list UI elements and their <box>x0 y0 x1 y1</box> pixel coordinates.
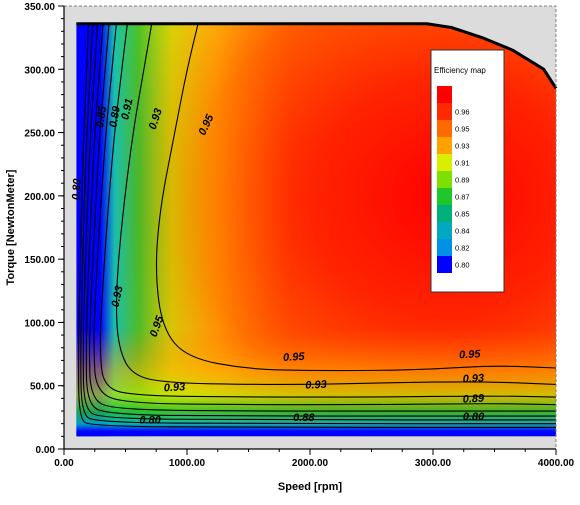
legend-swatch <box>437 154 452 171</box>
legend-label: 0.89 <box>455 176 470 185</box>
contour-label: 0.93 <box>110 285 126 308</box>
x-tick-label: 3000.00 <box>415 458 452 469</box>
contour-label: 0.95 <box>283 351 306 364</box>
legend-swatch <box>437 171 452 188</box>
contour-line-0-84 <box>82 23 556 421</box>
y-tick-label: 0.00 <box>36 445 56 456</box>
legend-swatch <box>437 256 452 273</box>
contour-line-0-85 <box>85 23 556 417</box>
x-axis-title: Speed [rpm] <box>278 481 343 493</box>
x-tick-label: 1000.00 <box>169 458 206 469</box>
efficiency-legend: Efficiency map 0.96 0.95 0.93 0.91 0.89 0.87 0… <box>430 49 505 293</box>
y-tick-label: 350.00 <box>24 2 55 13</box>
contour-line-0-95 <box>155 23 557 372</box>
legend-swatch <box>437 103 452 120</box>
contour-line-0-8 <box>78 23 556 429</box>
legend-label: 0.87 <box>455 193 470 202</box>
legend-label: 0.82 <box>455 244 470 253</box>
x-tick-label: 4000.00 <box>538 458 575 469</box>
y-axis-title: Torque [NewtonMeter] <box>5 169 17 285</box>
max-torque-envelope <box>76 22 558 90</box>
legend-swatch <box>437 239 452 256</box>
legend-swatch <box>437 120 452 137</box>
legend-label: 0.91 <box>455 159 470 168</box>
contour-label: 0.80 <box>139 415 161 427</box>
contour-label: 0.93 <box>164 381 186 394</box>
y-tick-label: 250.00 <box>24 129 55 140</box>
contour-label: 0.80 <box>463 411 485 423</box>
x-tick-label: 2000.00 <box>292 458 329 469</box>
legend-label: 0.85 <box>455 210 470 219</box>
contour-label: 0.91 <box>119 97 135 120</box>
legend-label: 0.93 <box>455 142 470 151</box>
contour-label: 0.88 <box>293 412 315 424</box>
contour-label: 0.89 <box>107 104 123 128</box>
legend-swatch <box>437 86 452 103</box>
legend-label: 0.95 <box>455 125 470 134</box>
contour-label: 0.85 <box>94 105 109 129</box>
legend-label: 0.84 <box>455 227 470 236</box>
legend-swatch <box>437 222 452 239</box>
contour-line-0-91 <box>99 23 557 398</box>
legend-title: Efficiency map <box>434 66 486 75</box>
contour-label: 0.89 <box>462 393 485 406</box>
legend-label: 0.96 <box>455 108 470 117</box>
y-tick-label: 150.00 <box>24 255 55 266</box>
y-tick-label: 200.00 <box>24 192 55 203</box>
contour-line-0-93 <box>115 23 557 385</box>
contour-line-0-82 <box>80 23 556 425</box>
contour-label: 0.93 <box>305 379 327 392</box>
x-tick-label: 0.00 <box>54 458 74 469</box>
legend-swatch <box>437 188 452 205</box>
y-tick-label: 50.00 <box>30 382 55 393</box>
y-tick-label: 100.00 <box>24 318 55 329</box>
legend-swatch <box>437 137 452 154</box>
legend-label: 0.80 <box>455 261 470 270</box>
contour-label: 0.95 <box>459 348 482 361</box>
contour-label: 0.80 <box>70 177 84 200</box>
y-tick-label: 300.00 <box>24 65 55 76</box>
contour-line-0-87 <box>89 23 556 412</box>
contour-line-0-89 <box>93 23 557 406</box>
legend-swatch <box>437 205 452 222</box>
contour-label: 0.93 <box>462 372 484 385</box>
